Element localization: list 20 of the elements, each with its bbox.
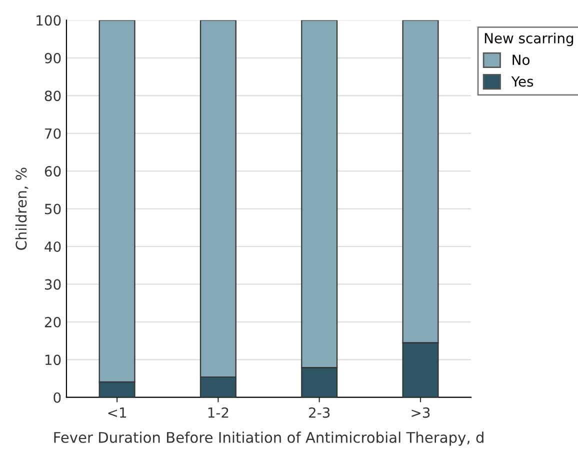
y-tick-label: 40 <box>44 241 61 252</box>
y-axis-title: Children, % <box>15 168 28 250</box>
y-tick-label: 90 <box>44 52 61 64</box>
y-tick-label: 0 <box>54 392 61 403</box>
y-tick-label: 100 <box>36 15 61 26</box>
legend-label: Yes <box>511 76 534 87</box>
legend-title: New scarring <box>484 32 574 46</box>
y-tick-label: 30 <box>44 279 61 290</box>
y-tick-label: 80 <box>44 90 61 102</box>
x-tick-label: 2-3 <box>309 407 330 418</box>
legend-label: No <box>512 54 530 66</box>
x-axis-title: Fever Duration Before Initiation of Antimicrobial Therapy, d <box>54 432 484 446</box>
y-tick-label: 70 <box>45 128 61 139</box>
y-tick-label: 10 <box>45 354 61 366</box>
x-tick-label: >3 <box>412 407 430 418</box>
y-tick-label: 20 <box>44 316 61 328</box>
y-tick-label: 50 <box>45 204 61 214</box>
x-tick-label: 1-2 <box>208 407 228 418</box>
x-tick-label: <1 <box>108 408 126 418</box>
y-tick-label: 60 <box>44 166 61 177</box>
